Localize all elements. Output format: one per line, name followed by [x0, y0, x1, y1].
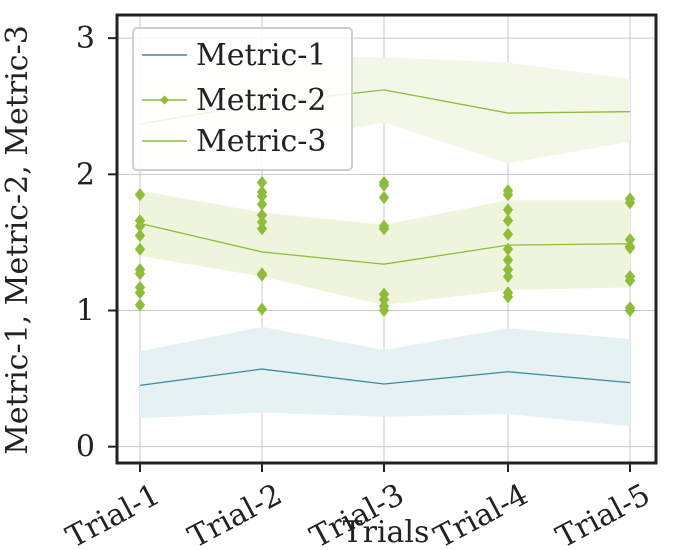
marker-metric-2-trial-3-1 — [378, 178, 390, 192]
marker-metric-2-trial-4-5 — [502, 242, 514, 256]
marker-metric-2-trial-4-7 — [502, 263, 514, 277]
marker-metric-2-trial-2-5 — [256, 215, 268, 229]
legend-label-metric-1: Metric-1 — [196, 38, 327, 73]
x-tick-label-trial-1: Trial-1 — [61, 477, 166, 550]
series-markers — [134, 175, 636, 317]
line-metric-1 — [139, 368, 631, 387]
legend-label-metric-3: Metric-3 — [196, 124, 327, 159]
marker-metric-2-trial-1-9 — [134, 298, 146, 312]
line-metric-2 — [139, 222, 631, 265]
x-tick-label-trial-2: Trial-2 — [183, 477, 288, 550]
legend-marker-metric-2 — [160, 95, 169, 105]
legend: Metric-1 Metric-2 Metric-3 — [132, 27, 353, 171]
y-tick-label-3: 3 — [76, 21, 95, 56]
x-axis-label: Trials — [343, 515, 430, 550]
marker-metric-2-trial-2-9 — [256, 302, 268, 316]
marker-metric-2-trial-4-8 — [502, 269, 514, 283]
marker-metric-2-trial-2-3 — [256, 197, 268, 211]
marker-metric-2-trial-4-3 — [502, 214, 514, 228]
marker-metric-2-trial-1-0 — [134, 188, 146, 202]
marker-metric-2-trial-1-4 — [134, 242, 146, 256]
marker-metric-2-trial-1-8 — [134, 286, 146, 300]
band-metric-1 — [140, 326, 630, 427]
marker-metric-2-trial-4-1 — [502, 188, 514, 202]
marker-metric-2-trial-3-8 — [378, 303, 390, 317]
marker-metric-2-trial-2-2 — [256, 189, 268, 203]
marker-metric-2-trial-2-0 — [256, 175, 268, 189]
marker-metric-2-trial-2-4 — [256, 208, 268, 222]
marker-metric-2-trial-4-4 — [502, 227, 514, 241]
marker-metric-2-trial-3-2 — [378, 190, 390, 204]
y-tick-label-2: 2 — [76, 157, 95, 192]
marker-metric-2-trial-5-2 — [624, 233, 636, 247]
y-tick-label-1: 1 — [76, 293, 95, 328]
marker-metric-2-trial-5-8 — [624, 303, 636, 317]
marker-metric-2-trial-2-6 — [256, 222, 268, 236]
y-axis-label: Metric-1, Metric-2, Metric-3 — [0, 25, 35, 455]
marker-metric-2-trial-3-6 — [378, 293, 390, 307]
x-tick-label-trial-4: Trial-4 — [429, 477, 534, 550]
marker-metric-2-trial-5-6 — [624, 274, 636, 288]
plot-frame — [115, 13, 658, 465]
marker-metric-2-trial-1-2 — [134, 219, 146, 233]
marker-metric-2-trial-1-3 — [134, 229, 146, 243]
x-tick-label-trial-5: Trial-5 — [551, 477, 656, 550]
marker-metric-2-trial-3-4 — [378, 222, 390, 236]
marker-metric-2-trial-4-2 — [502, 203, 514, 217]
marker-metric-2-trial-1-6 — [134, 267, 146, 281]
marker-metric-2-trial-4-10 — [502, 290, 514, 304]
marker-metric-2-trial-5-4 — [624, 241, 636, 255]
marker-metric-2-trial-4-6 — [502, 253, 514, 267]
legend-box — [132, 27, 353, 171]
marker-metric-2-trial-2-8 — [256, 268, 268, 282]
legend-label-metric-2: Metric-2 — [196, 83, 327, 118]
marker-metric-2-trial-5-1 — [624, 196, 636, 210]
y-tick-label-0: 0 — [76, 430, 95, 465]
